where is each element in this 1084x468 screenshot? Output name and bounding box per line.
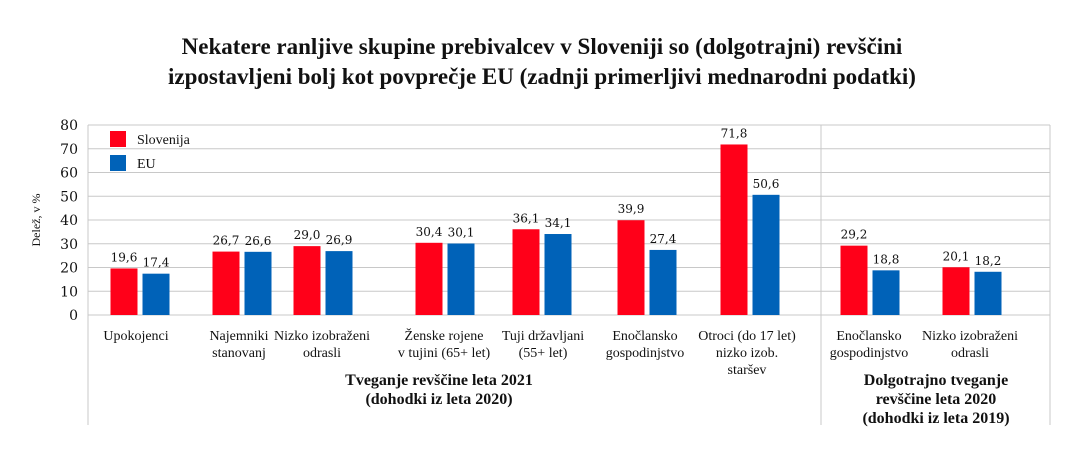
bar-slovenija [110, 268, 138, 315]
y-tick-label: 30 [60, 237, 78, 253]
bar-slovenija [942, 267, 970, 315]
x-tick-label: gospodinjstvo [606, 346, 685, 361]
bar-slovenija [617, 220, 645, 315]
bar-eu [872, 270, 900, 315]
bar-eu [752, 194, 780, 315]
x-tick-label: gospodinjstvo [830, 346, 909, 361]
y-tick-label: 70 [60, 142, 78, 158]
legend-swatch-eu [110, 155, 126, 171]
data-label: 29,2 [841, 228, 868, 242]
legend-swatch-slovenija [110, 131, 126, 147]
data-label: 17,4 [143, 256, 170, 270]
data-label: 29,0 [294, 228, 321, 242]
group-label: Dolgotrajno tveganje [864, 372, 1008, 389]
group-label: Tveganje revščine leta 2021 [345, 372, 533, 389]
data-label: 36,1 [513, 211, 540, 225]
x-tick-label: Enočlansko [836, 329, 901, 344]
bar-eu [325, 251, 353, 315]
bar-eu [142, 273, 170, 315]
data-label: 19,6 [111, 250, 138, 264]
y-axis-label: Delež, v % [29, 194, 43, 247]
x-tick-label: odrasli [951, 346, 989, 361]
x-tick-label: Enočlansko [612, 329, 677, 344]
x-tick-label: Najemniki [209, 329, 268, 344]
x-tick-label: (55+ let) [519, 346, 568, 361]
x-tick-label: odrasli [303, 346, 341, 361]
chart-title-line-2: izpostavljeni bolj kot povprečje EU (zad… [168, 64, 916, 89]
group-label: revščine leta 2020 [876, 391, 997, 408]
bar-slovenija [720, 144, 748, 315]
data-label: 71,8 [721, 126, 748, 140]
data-label: 26,7 [213, 234, 240, 248]
legend-label: EU [137, 157, 156, 172]
bar-eu [649, 249, 677, 315]
bar-eu [447, 243, 475, 315]
x-tick-label: nizko izob. [716, 346, 778, 361]
data-label: 50,6 [753, 177, 780, 191]
x-tick-label: v tujini (65+ let) [398, 346, 491, 361]
bar-slovenija [293, 246, 321, 315]
data-label: 26,9 [326, 233, 353, 247]
x-tick-label: Ženske rojene [405, 327, 484, 344]
x-tick-label: Upokojenci [103, 329, 168, 344]
legend-label: Slovenija [137, 133, 191, 148]
x-tick-label: Nizko izobraženi [274, 329, 370, 344]
data-label: 30,1 [448, 226, 475, 240]
x-tick-label: Nizko izobraženi [922, 329, 1018, 344]
data-label: 39,9 [618, 202, 645, 216]
chart-title-line-1: Nekatere ranljive skupine prebivalcev v … [181, 34, 903, 59]
bar-eu [974, 271, 1002, 315]
bar-slovenija [415, 242, 443, 315]
data-label: 18,8 [873, 252, 900, 266]
data-label: 20,1 [943, 249, 970, 263]
data-label: 26,6 [245, 234, 272, 248]
y-tick-label: 20 [60, 261, 78, 277]
y-tick-label: 80 [60, 118, 78, 134]
y-tick-label: 50 [60, 189, 78, 205]
group-label: (dohodki iz leta 2020) [365, 391, 512, 408]
bar-slovenija [512, 229, 540, 315]
x-tick-label: Tuji državljani [502, 329, 584, 344]
bar-eu [544, 234, 572, 315]
x-tick-label: stanovanj [212, 346, 266, 361]
data-label: 27,4 [650, 232, 677, 246]
bar-slovenija [840, 245, 868, 315]
group-label: (dohodki iz leta 2019) [862, 410, 1009, 427]
x-tick-label: staršev [728, 363, 767, 378]
bar-slovenija [212, 251, 240, 315]
data-label: 34,1 [545, 216, 572, 230]
y-tick-label: 60 [60, 166, 78, 182]
x-tick-label: Otroci (do 17 let) [698, 329, 796, 344]
y-tick-label: 0 [69, 308, 78, 324]
chart-title: Nekatere ranljive skupine prebivalcev v … [0, 32, 1084, 92]
y-tick-label: 10 [60, 284, 78, 300]
y-tick-label: 40 [60, 213, 78, 229]
data-label: 30,4 [416, 225, 443, 239]
bar-eu [244, 251, 272, 315]
data-label: 18,2 [975, 254, 1002, 268]
